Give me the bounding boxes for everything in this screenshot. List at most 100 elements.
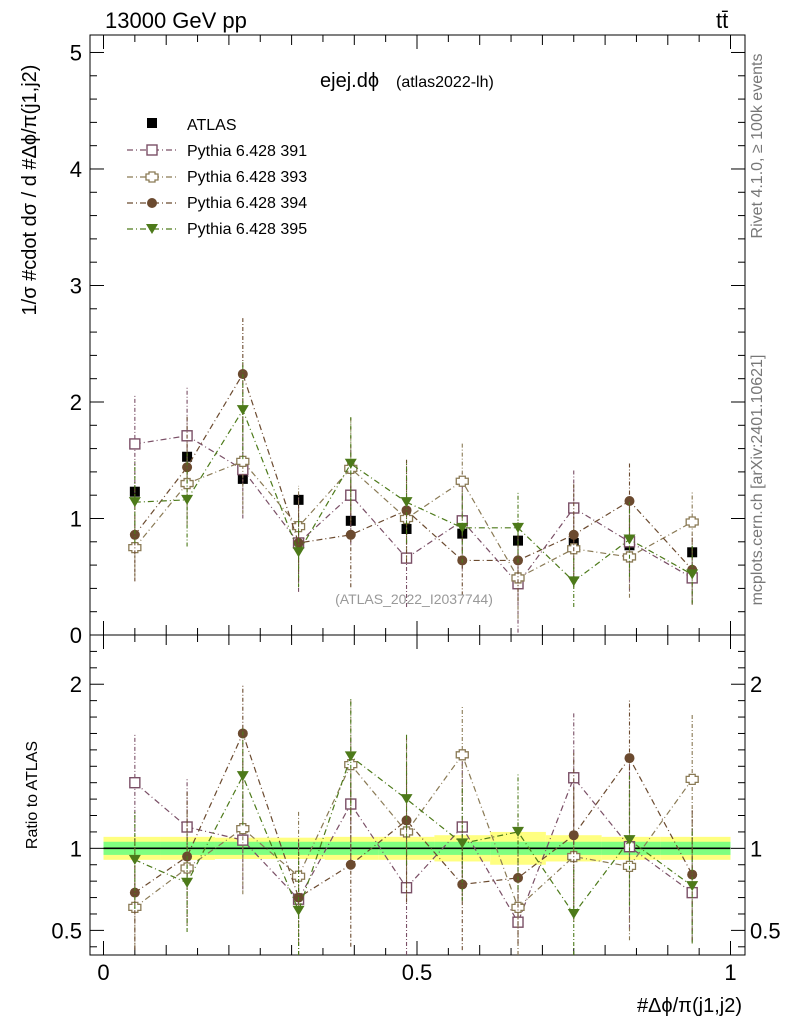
main-point-394	[129, 529, 140, 540]
ratio-ytick-label: 2	[70, 672, 82, 697]
ratio-point-393	[685, 773, 699, 786]
main-point-395	[344, 458, 357, 469]
beam-label: 13000 GeV pp	[105, 8, 247, 33]
main-ytick-label: 4	[70, 157, 82, 182]
main-point-394	[182, 462, 193, 473]
legend-label-391: Pythia 6.428 391	[187, 143, 307, 160]
main-line-395	[134, 408, 693, 583]
ratio-point-394	[345, 859, 356, 870]
main-point-395	[400, 497, 413, 508]
main-ylabel: 1/σ #cdot dσ / d #Δϕ/π(j1,j2)	[19, 65, 41, 316]
ratio-point-395	[567, 908, 580, 919]
ratio-point-395	[236, 771, 249, 782]
ratio-point-395	[181, 877, 194, 888]
legend-label-atlas: ATLAS	[187, 117, 237, 134]
ratio-point-394	[401, 815, 412, 826]
main-point-393	[511, 572, 525, 584]
legend-entry-394: Pythia 6.428 394	[127, 195, 307, 212]
ratio-ylabel: Ratio to ATLAS	[24, 741, 41, 849]
legend-marker-391	[146, 144, 158, 156]
rivet-label: Rivet 4.1.0, ≥ 100k events	[749, 54, 766, 239]
main-line-391	[134, 435, 693, 585]
ratio-point-394	[687, 869, 698, 880]
ratio-ytick-label: 1	[70, 836, 82, 861]
ratio-series-394	[129, 684, 698, 955]
ratio-ytick-label-right: 1	[750, 836, 762, 861]
ratio-series-group	[128, 684, 699, 955]
ratio-point-395	[512, 826, 525, 837]
ratio-point-394	[568, 830, 579, 841]
ratio-line-394	[134, 731, 693, 899]
ratio-point-394	[624, 753, 635, 764]
ratio-point-395	[623, 835, 636, 846]
legend-label-395: Pythia 6.428 395	[187, 221, 307, 238]
main-point-395	[686, 569, 699, 580]
main-point-391	[129, 438, 141, 450]
ratio-bands	[103, 831, 731, 865]
main-line-393	[134, 460, 693, 579]
ratio-point-393	[344, 758, 358, 771]
legend-label-394: Pythia 6.428 394	[187, 195, 307, 212]
main-point-394	[345, 529, 356, 540]
legend-entry-393: Pythia 6.428 393	[127, 169, 307, 186]
ratio-point-395	[686, 881, 699, 892]
ratio-point-395	[400, 794, 413, 805]
legend-marker-395	[146, 224, 158, 234]
x-tick-label: 1	[724, 960, 736, 985]
main-axis-ticks: 0 1 2 3 4 5	[70, 35, 745, 648]
legend-entry-391: Pythia 6.428 391	[127, 143, 307, 160]
main-point-394	[624, 496, 635, 507]
main-line-394	[134, 372, 693, 571]
main-point-395	[512, 522, 525, 533]
mcplots-label: mcplots.cern.ch [arXiv:2401.10621]	[749, 355, 766, 606]
main-point-395	[623, 534, 636, 545]
plot-title: ejej.dϕ	[320, 70, 379, 92]
x-tick-label: 0.5	[402, 960, 433, 985]
ratio-series-391	[129, 712, 698, 955]
main-ytick-label: 2	[70, 390, 82, 415]
main-ytick-label: 0	[70, 623, 82, 648]
ratio-point-395	[344, 751, 357, 762]
main-series-394	[129, 318, 698, 605]
ratio-point-394	[457, 879, 468, 890]
legend-marker-394	[147, 198, 157, 208]
legend-label-393: Pythia 6.428 393	[187, 169, 307, 186]
plot-subtitle: (atlas2022-lh)	[396, 74, 494, 91]
main-series-group	[128, 318, 699, 633]
ratio-line-393	[134, 753, 693, 909]
ratio-ytick-label-right: 2	[750, 672, 762, 697]
main-ytick-label: 3	[70, 273, 82, 298]
main-point-393	[236, 455, 250, 468]
ratio-point-393	[455, 749, 469, 761]
ratio-axis-ticks: 0.5 0.5 1 1 2 2	[51, 635, 781, 955]
legend-entry-395: Pythia 6.428 395	[127, 221, 307, 238]
legend-entry-atlas: ATLAS	[147, 117, 237, 134]
main-ytick-label: 5	[70, 40, 82, 65]
ratio-point-395	[456, 838, 469, 849]
main-series-393	[128, 408, 699, 619]
ratio-point-391	[129, 776, 141, 789]
ratio-point-394	[129, 887, 140, 898]
main-point-395	[236, 405, 249, 416]
main-point-395	[181, 494, 194, 505]
main-series-atlas	[129, 450, 698, 559]
ratio-line-395	[134, 755, 693, 916]
main-point-394	[401, 505, 412, 516]
ratio-series-395	[128, 699, 699, 955]
ratio-point-395	[128, 854, 141, 865]
main-series-395	[128, 361, 699, 608]
main-point-393	[685, 516, 699, 528]
legend-marker-393	[145, 171, 159, 183]
main-ytick-label: 1	[70, 506, 82, 531]
ratio-point-393	[399, 826, 414, 838]
ratio-series-393	[128, 699, 699, 955]
main-point-394	[568, 529, 579, 540]
main-point-395	[128, 497, 141, 508]
ratio-ytick-label-right: 0.5	[750, 918, 781, 943]
x-axis-label: #Δϕ/π(j1,j2)	[637, 995, 742, 1017]
main-point-395	[567, 576, 580, 587]
ratio-point-395	[292, 905, 305, 916]
main-point-395	[292, 547, 305, 558]
